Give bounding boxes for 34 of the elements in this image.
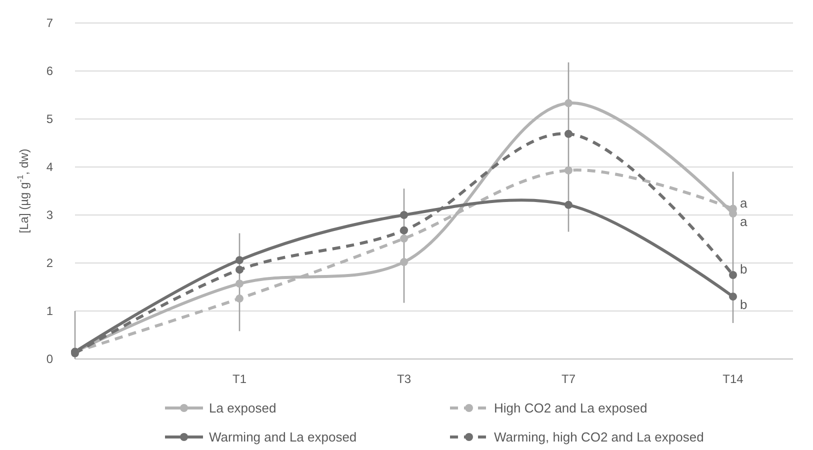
point	[564, 99, 572, 108]
x-tick-label: T14	[722, 372, 744, 386]
x-tick-label: T7	[561, 372, 576, 386]
point	[564, 166, 572, 174]
y-tick-label: 2	[46, 256, 54, 270]
legend-label: Warming, high CO2 and La exposed	[494, 430, 704, 445]
legend-label: Warming and La exposed	[209, 430, 357, 445]
point	[400, 226, 408, 234]
point	[564, 200, 572, 209]
point	[400, 258, 408, 266]
y-tick-label: 1	[46, 304, 54, 318]
point	[729, 292, 737, 301]
y-tick-label: 0	[46, 352, 54, 366]
y-tick-label: 7	[46, 16, 54, 30]
legend-label: La exposed	[209, 400, 276, 416]
point	[729, 271, 737, 279]
point	[400, 211, 408, 219]
y-tick-label: 5	[46, 112, 54, 126]
y-tick-label: 6	[46, 64, 54, 78]
point	[564, 130, 572, 138]
y-tick-label: 4	[46, 160, 54, 174]
annotation: a	[740, 195, 748, 210]
point	[236, 280, 244, 288]
y-tick-label: 3	[46, 208, 54, 222]
annotation: b	[740, 262, 748, 277]
annotation: a	[740, 214, 748, 230]
x-tick-label: T3	[396, 372, 412, 386]
legend-label: High CO2 and La exposed	[494, 400, 648, 416]
point	[236, 256, 244, 264]
x-tick-label: T1	[232, 372, 247, 386]
annotation: b	[740, 297, 748, 312]
point	[236, 266, 244, 274]
point	[400, 234, 408, 243]
point	[236, 294, 244, 303]
